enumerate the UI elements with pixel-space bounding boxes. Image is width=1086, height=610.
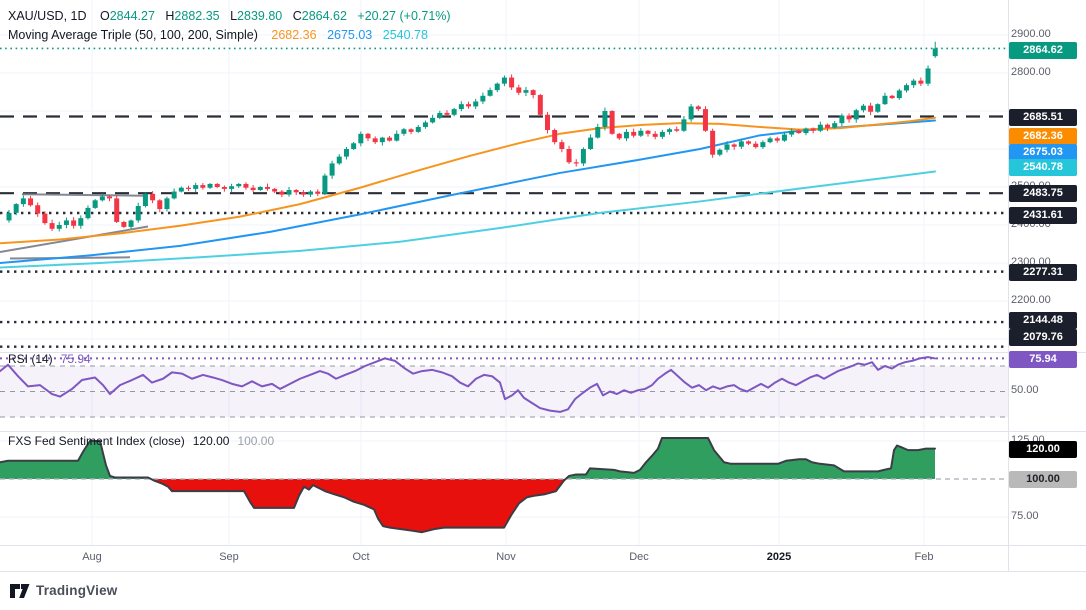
rsi-legend: RSI (14) 75.94 [8, 352, 99, 366]
time-axis-label: Feb [914, 551, 934, 563]
time-axis-label: Oct [352, 551, 370, 563]
time-axis-label: Dec [629, 551, 649, 563]
candlestick-series [6, 41, 938, 232]
price-badge: 75.94 [1009, 350, 1077, 368]
ma200-value: 2540.78 [382, 28, 428, 42]
ma-lines [0, 116, 936, 269]
sentiment-pane [0, 436, 1008, 534]
time-axis-label: Nov [496, 551, 516, 563]
price-badge: 2682.36 [1009, 127, 1077, 145]
ohlc-low: L2839.80 [230, 9, 283, 23]
change-value: +20.27 (+0.71%) [357, 9, 451, 23]
price-badge: 2685.51 [1009, 108, 1077, 126]
price-badge: 2864.62 [1009, 41, 1077, 59]
ma-legend-title: Moving Average Triple (50, 100, 200, Sim… [8, 28, 258, 42]
time-axis-label: 2025 [766, 551, 792, 563]
tradingview-logo-icon [10, 583, 30, 598]
price-axis-label: 2800.00 [1011, 66, 1051, 78]
pane-separators [0, 0, 1086, 572]
ma100-value: 2675.03 [327, 28, 373, 42]
price-axis-label: 50.00 [1011, 384, 1039, 396]
ma50-value: 2682.36 [271, 28, 317, 42]
symbol-legend: XAU/USD, 1D O2844.27 H2882.35 L2839.80 C… [8, 9, 451, 23]
price-badge: 100.00 [1009, 470, 1077, 488]
price-axis-label: 2200.00 [1011, 294, 1051, 306]
price-badge: 2144.48 [1009, 311, 1077, 329]
sentiment-baseline-value: 100.00 [237, 434, 275, 448]
price-axis-label: 2900.00 [1011, 28, 1051, 40]
price-badge: 120.00 [1009, 440, 1077, 458]
rsi-pane [0, 356, 1008, 418]
price-badge: 2277.31 [1009, 263, 1077, 281]
ohlc-close: C2864.62 [292, 9, 347, 23]
price-badge: 2079.76 [1009, 328, 1077, 346]
sentiment-legend: FXS Fed Sentiment Index (close) 120.00 100… [8, 434, 282, 448]
symbol-title: XAU/USD, 1D [8, 9, 87, 23]
price-badge: 2540.78 [1009, 158, 1077, 176]
ohlc-open: O2844.27 [99, 9, 155, 23]
watermark-text: TradingView [36, 583, 118, 598]
tradingview-watermark[interactable]: TradingView [10, 583, 117, 598]
price-axis-label: 75.00 [1011, 510, 1039, 522]
price-badge: 2483.75 [1009, 184, 1077, 202]
rsi-line [0, 356, 936, 413]
ma50-line [0, 116, 936, 245]
rsi-label: RSI (14) [8, 352, 53, 366]
rsi-value: 75.94 [60, 352, 91, 366]
sentiment-label: FXS Fed Sentiment Index (close) [8, 434, 185, 448]
time-axis-label: Sep [219, 551, 239, 563]
price-badge: 2431.61 [1009, 206, 1077, 224]
ma-legend: Moving Average Triple (50, 100, 200, Sim… [8, 28, 435, 42]
ohlc-high: H2882.35 [165, 9, 220, 23]
ma200-line [0, 170, 936, 269]
sentiment-value: 120.00 [192, 434, 230, 448]
ma100-line [0, 119, 936, 264]
sentiment-outline [0, 436, 936, 534]
time-axis-label: Aug [82, 551, 102, 563]
price-badge: 2675.03 [1009, 143, 1077, 161]
